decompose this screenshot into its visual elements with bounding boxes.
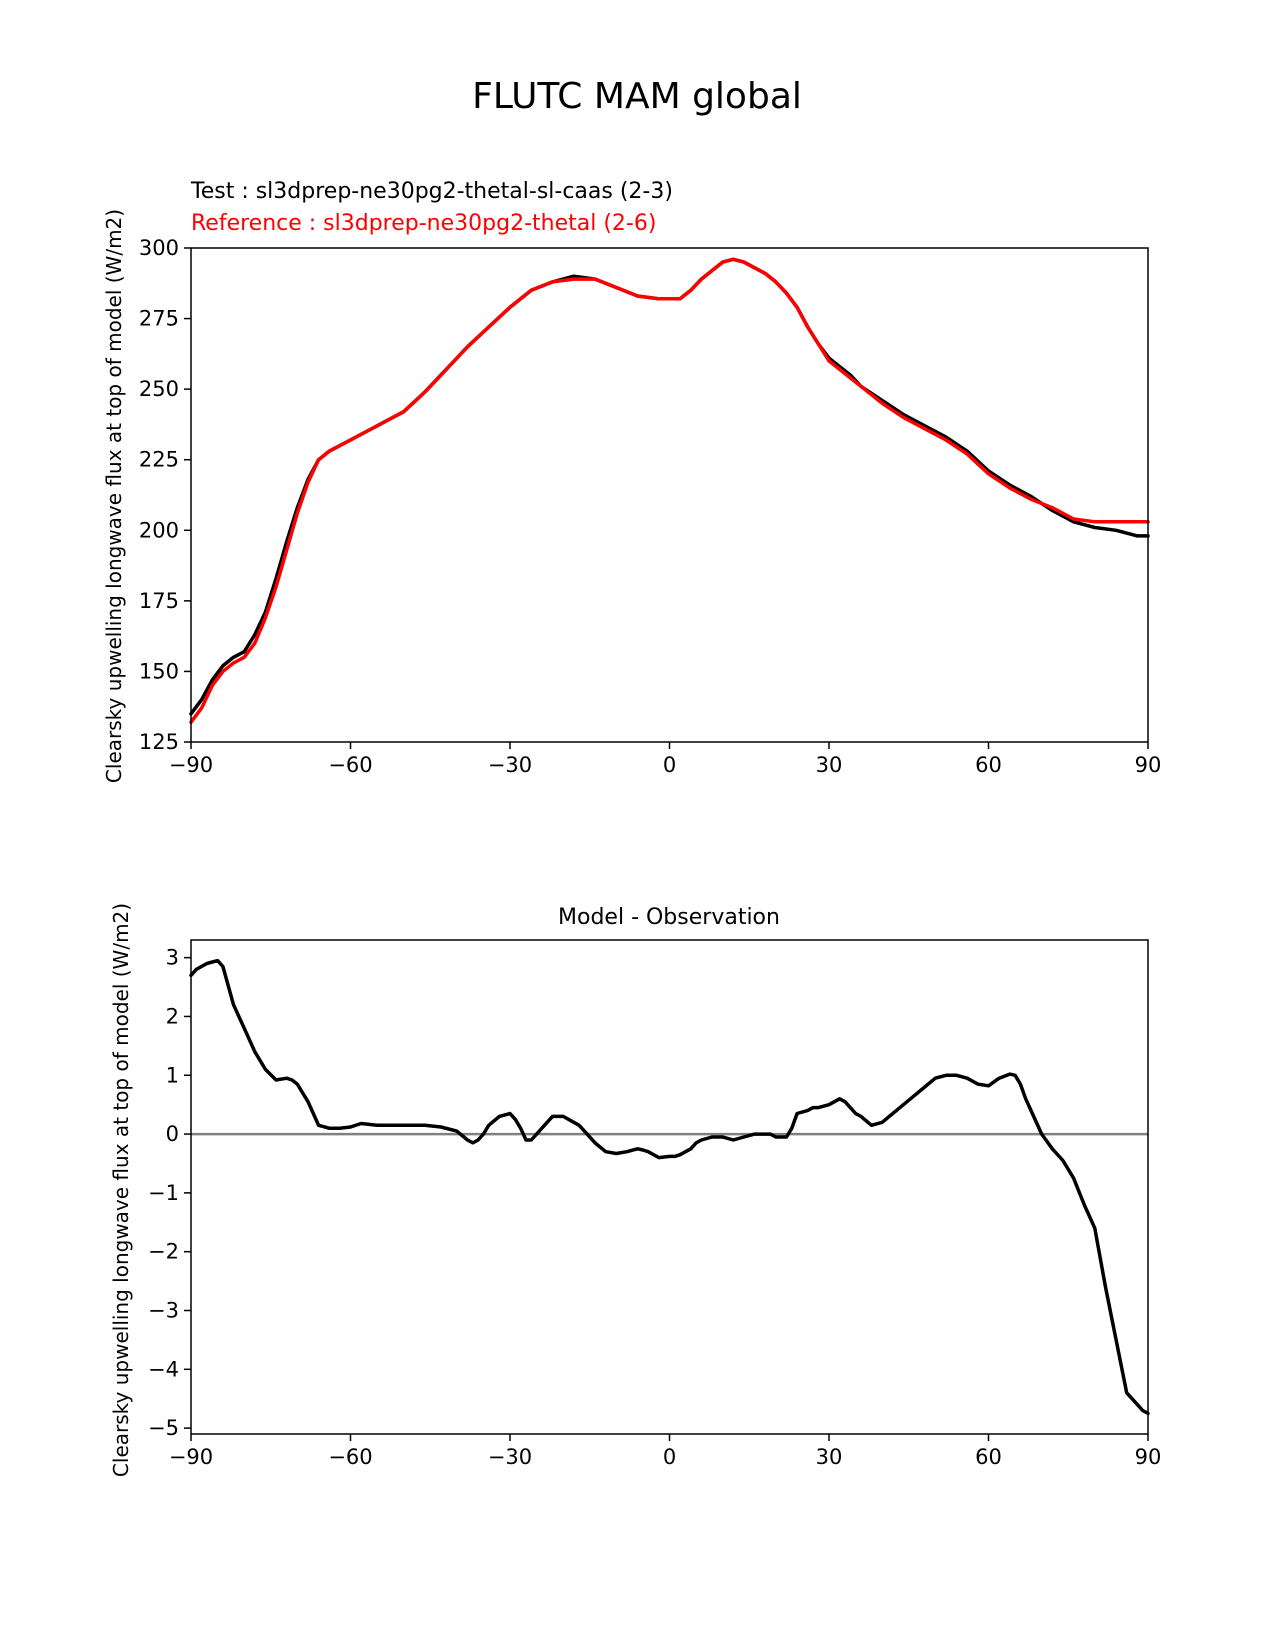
top-y-tick-label: 150 (139, 659, 179, 683)
reference-legend-title: Reference : sl3dprep-ne30pg2-thetal (2-6… (191, 211, 656, 236)
bottom-y-tick-label: 3 (166, 946, 179, 970)
bottom-y-tick-label: −3 (148, 1299, 179, 1323)
bottom-x-tick-label: −30 (488, 1445, 532, 1469)
bottom-y-tick-label: 1 (166, 1063, 179, 1087)
bottom-y-tick-label: −2 (148, 1240, 179, 1264)
top-x-tick-label: −30 (488, 753, 532, 777)
bottom-panel: Model - Observation Clearsky upwelling l… (109, 903, 1161, 1477)
top-plot-area: −90 −60 −30 0 30 60 90 125 150 175 200 225 250 275 300 (139, 236, 1161, 777)
top-y-tick-label: 250 (139, 377, 179, 401)
bottom-x-tick-label: 0 (663, 1445, 676, 1469)
top-y-tick-label: 225 (139, 448, 179, 472)
bottom-series-line-0 (189, 958, 1150, 1416)
bottom-y-tick-label: 0 (166, 1122, 179, 1146)
top-series-line-1 (189, 257, 1150, 724)
bottom-x-tick-label: 60 (975, 1445, 1002, 1469)
top-series-line-0 (189, 257, 1150, 716)
test-legend-title: Test : sl3dprep-ne30pg2-thetal-sl-caas (… (190, 179, 673, 204)
top-x-tick-label: 0 (663, 753, 676, 777)
bottom-x-tick-label: −90 (169, 1445, 213, 1469)
top-x-tick-label: −60 (328, 753, 372, 777)
figure-title: FLUTC MAM global (472, 76, 802, 117)
top-axes-frame (190, 247, 1149, 743)
bottom-panel-title: Model - Observation (558, 905, 780, 930)
top-y-tick-label: 175 (139, 589, 179, 613)
bottom-x-tick-label: 90 (1135, 1445, 1162, 1469)
top-y-tick-label: 275 (139, 307, 179, 331)
bottom-y-tick-label: −4 (148, 1357, 179, 1381)
top-y-tick-label: 125 (139, 730, 179, 754)
bottom-y-tick-label: −5 (148, 1416, 179, 1440)
bottom-x-tick-label: −60 (328, 1445, 372, 1469)
top-x-tick-label: 90 (1135, 753, 1162, 777)
bottom-x-tick-label: 30 (816, 1445, 843, 1469)
top-y-tick-label: 300 (139, 236, 179, 260)
top-panel: Test : sl3dprep-ne30pg2-thetal-sl-caas (… (102, 179, 1161, 783)
bottom-y-axis-label: Clearsky upwelling longwave flux at top … (109, 903, 133, 1477)
top-y-tick-label: 200 (139, 518, 179, 542)
top-x-tick-label: 60 (975, 753, 1002, 777)
top-y-axis-label: Clearsky upwelling longwave flux at top … (102, 209, 126, 783)
top-x-tick-label: 30 (816, 753, 843, 777)
bottom-plot-area: −90 −60 −30 0 30 60 90 3 2 1 0 −1 −2 −3 −4 −5 (148, 939, 1162, 1469)
top-x-tick-label: −90 (169, 753, 213, 777)
bottom-y-tick-label: −1 (148, 1181, 179, 1205)
bottom-axes-frame (190, 939, 1149, 1435)
bottom-y-tick-label: 2 (166, 1004, 179, 1028)
